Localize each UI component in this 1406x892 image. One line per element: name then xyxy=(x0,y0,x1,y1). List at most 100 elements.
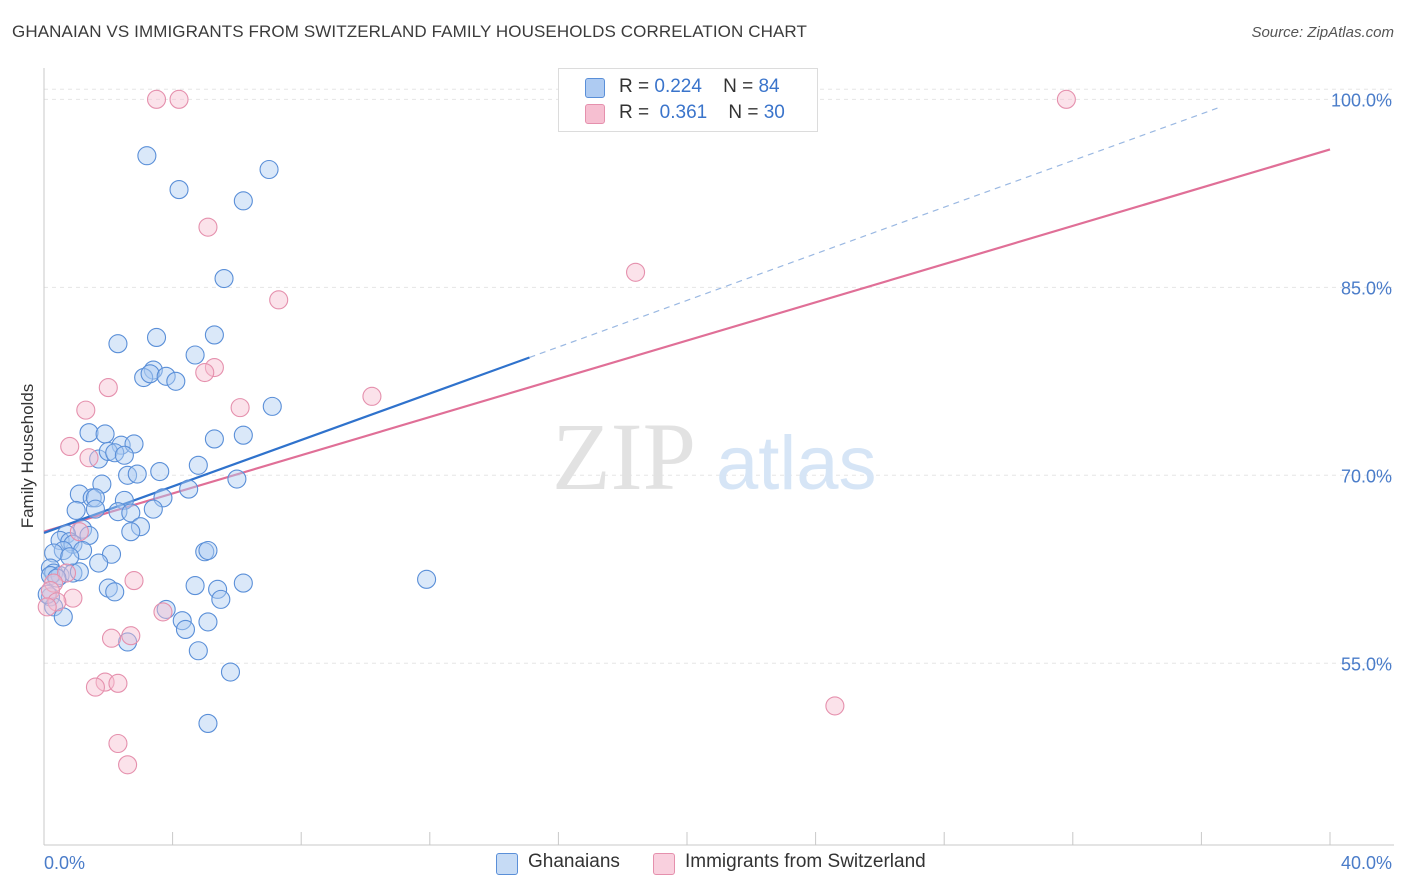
data-point-ghanaian xyxy=(227,469,247,489)
data-point-ghanaian xyxy=(156,366,176,386)
n-label: N = xyxy=(728,102,759,123)
data-point-switzerland xyxy=(825,696,845,716)
data-point-ghanaian xyxy=(262,396,282,416)
data-point-ghanaian xyxy=(130,517,150,537)
data-point-ghanaian xyxy=(60,547,80,567)
source-credit: Source: ZipAtlas.com xyxy=(1251,24,1394,41)
data-point-switzerland xyxy=(1056,89,1076,109)
legend-label: Ghanaians xyxy=(528,851,620,872)
data-point-ghanaian xyxy=(108,334,128,354)
data-point-switzerland xyxy=(40,581,60,601)
data-point-ghanaian xyxy=(185,345,205,365)
data-point-switzerland xyxy=(63,588,83,608)
n-value: 84 xyxy=(758,76,780,97)
data-point-ghanaian xyxy=(66,500,86,520)
series-legend: Ghanaians Immigrants from Switzerland xyxy=(0,851,1406,877)
y-tick-label-100: 100.0% xyxy=(1331,90,1392,110)
data-point-ghanaian xyxy=(214,268,234,289)
data-point-ghanaian xyxy=(259,159,279,180)
data-point-ghanaian xyxy=(105,582,125,602)
data-point-switzerland xyxy=(101,628,122,648)
y-tick-label-85: 85.0% xyxy=(1341,278,1392,298)
data-point-ghanaian xyxy=(140,364,160,384)
data-point-ghanaian xyxy=(204,325,224,345)
legend-swatch-blue xyxy=(585,78,605,98)
legend-swatch-pink xyxy=(653,853,675,875)
data-point-ghanaian xyxy=(69,484,89,504)
data-point-switzerland xyxy=(362,386,382,406)
data-point-ghanaian xyxy=(121,503,141,523)
data-point-switzerland xyxy=(108,673,128,693)
data-point-ghanaian xyxy=(185,576,205,596)
data-point-ghanaian xyxy=(150,461,170,482)
data-point-ghanaian xyxy=(85,488,105,508)
data-point-switzerland xyxy=(153,602,173,622)
r-label: R = xyxy=(619,102,650,123)
data-point-ghanaian xyxy=(233,425,253,445)
data-point-ghanaian xyxy=(175,619,196,639)
r-value: 0.224 xyxy=(654,76,702,97)
trend-line-ghanaians-extension xyxy=(529,107,1218,359)
correlation-legend: R = 0.224 N = 84 R = 0.361 N = 30 xyxy=(558,68,818,132)
x-tick-label-max: 40.0% xyxy=(1341,853,1392,873)
r-label: R = xyxy=(619,76,650,97)
x-ticks xyxy=(43,832,1331,845)
trend-line-ghanaians xyxy=(43,356,530,534)
legend-label: Immigrants from Switzerland xyxy=(685,851,926,872)
data-point-ghanaian xyxy=(85,499,105,519)
data-point-switzerland xyxy=(69,522,89,542)
x-tick-label-min: 0.0% xyxy=(44,853,85,873)
data-point-switzerland xyxy=(121,626,141,646)
data-point-ghanaian xyxy=(137,146,157,166)
chart-title: GHANAIAN VS IMMIGRANTS FROM SWITZERLAND … xyxy=(12,22,807,41)
data-point-switzerland xyxy=(76,400,96,420)
data-point-ghanaian xyxy=(166,371,186,391)
data-point-ghanaian xyxy=(89,553,109,573)
data-point-ghanaian xyxy=(211,589,231,609)
data-point-ghanaian xyxy=(143,499,163,519)
axes xyxy=(43,68,1394,846)
data-point-ghanaian xyxy=(114,490,134,510)
data-point-switzerland xyxy=(124,571,144,591)
data-point-switzerland xyxy=(60,436,80,457)
data-point-switzerland xyxy=(198,217,218,237)
watermark: ZIP atlas xyxy=(552,403,877,510)
data-point-ghanaian xyxy=(417,569,437,589)
data-point-switzerland xyxy=(169,89,189,109)
data-point-switzerland xyxy=(37,597,57,617)
switzerland-points xyxy=(37,89,1076,775)
data-point-ghanaian xyxy=(179,479,199,499)
y-tick-label-70: 70.0% xyxy=(1341,466,1392,486)
data-point-ghanaian xyxy=(198,713,218,733)
data-point-ghanaian xyxy=(47,568,67,588)
data-point-ghanaian xyxy=(95,424,115,444)
data-point-ghanaian xyxy=(220,662,241,682)
y-tick-label-55: 55.0% xyxy=(1341,654,1392,674)
data-point-switzerland xyxy=(85,677,105,697)
data-point-ghanaian xyxy=(233,191,253,211)
data-point-switzerland xyxy=(79,448,99,468)
data-point-switzerland xyxy=(47,592,67,612)
data-point-ghanaian xyxy=(188,641,208,661)
data-point-switzerland xyxy=(108,733,128,754)
trend-lines xyxy=(43,107,1331,534)
data-point-ghanaian xyxy=(118,465,138,485)
y-tick-labels: 55.0% 70.0% 85.0% 100.0% xyxy=(1331,90,1392,674)
data-point-switzerland xyxy=(56,563,77,583)
ghanaians-points xyxy=(37,146,437,733)
data-point-switzerland xyxy=(98,378,118,398)
data-point-switzerland xyxy=(230,398,250,418)
trend-line-switzerland xyxy=(43,148,1331,533)
data-point-ghanaian xyxy=(79,423,99,443)
data-point-switzerland xyxy=(204,357,224,378)
data-point-ghanaian xyxy=(98,441,118,462)
data-point-ghanaian xyxy=(188,455,208,475)
data-point-ghanaian xyxy=(169,180,189,200)
data-point-ghanaian xyxy=(44,597,64,617)
legend-swatch-blue xyxy=(496,853,518,875)
data-point-switzerland xyxy=(269,290,289,310)
data-point-ghanaian xyxy=(44,543,64,563)
data-point-ghanaian xyxy=(121,522,141,542)
n-label: N = xyxy=(723,76,754,97)
r-value: 0.361 xyxy=(659,102,708,123)
